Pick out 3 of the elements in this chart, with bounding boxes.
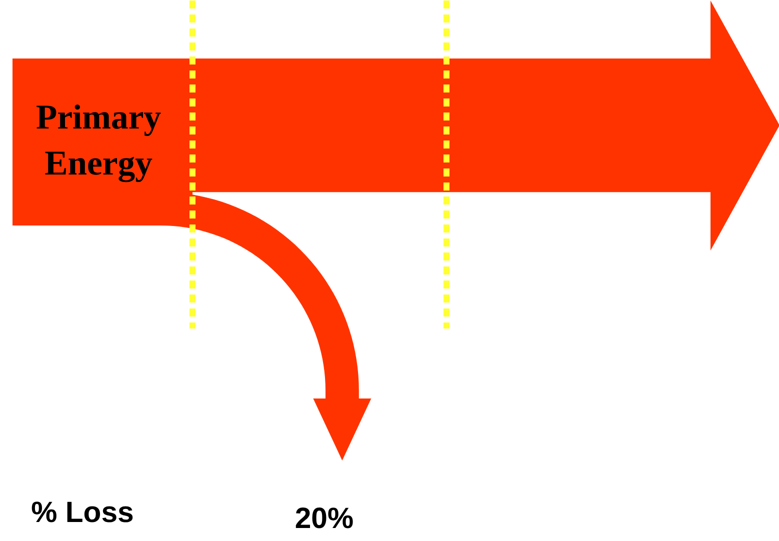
- data-label: 20%: [294, 502, 354, 535]
- text: % Loss: [31, 496, 134, 529]
- text: Primary Energy: [36, 98, 162, 182]
